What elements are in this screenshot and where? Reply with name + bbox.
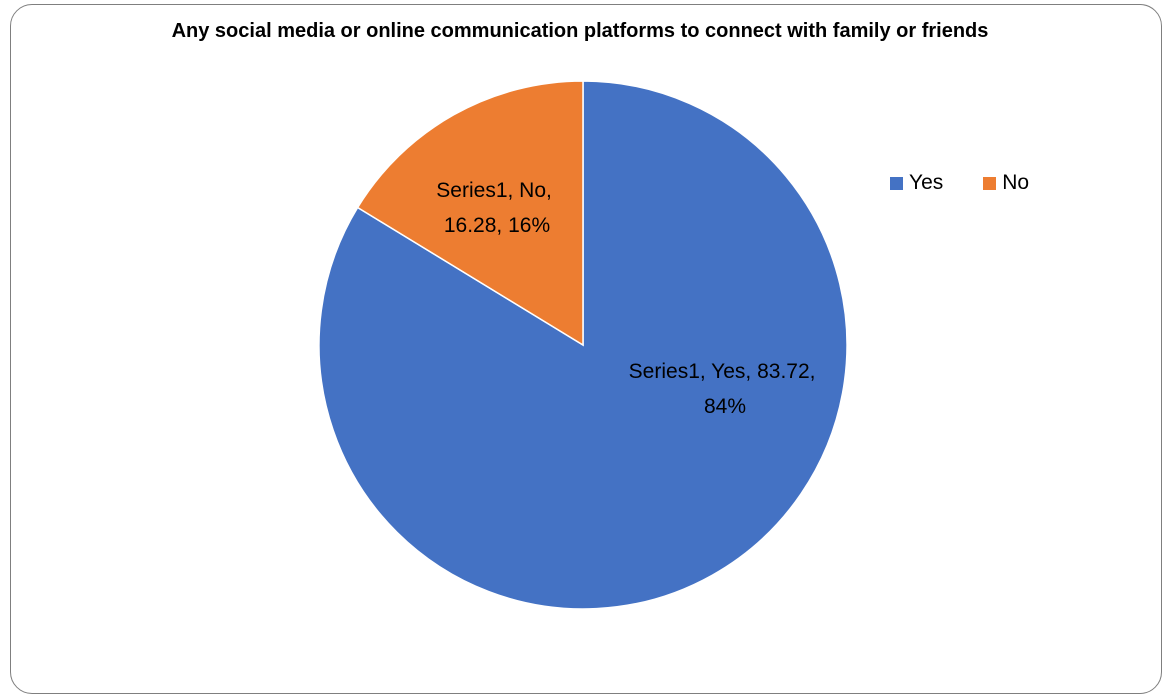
legend-label-yes: Yes	[909, 171, 944, 194]
pie-slice-no	[356, 80, 584, 347]
legend-entry-no: No	[983, 171, 1029, 195]
legend-swatch-yes	[890, 176, 903, 190]
legend-entry-yes: Yes	[890, 171, 943, 195]
legend-swatch-no	[983, 176, 997, 190]
legend: Yes No	[890, 171, 1069, 195]
data-label-yes: Series1, Yes, 83.72, 84%	[629, 360, 822, 418]
data-label-no: Series1, No, 16.28, 16%	[436, 179, 557, 237]
legend-label-no: No	[1002, 171, 1030, 194]
chart-title: Any social media or online communication…	[171, 20, 989, 42]
pie-chart: Series1, Yes, 83.72, 84% Series1, No, 16…	[318, 80, 848, 610]
